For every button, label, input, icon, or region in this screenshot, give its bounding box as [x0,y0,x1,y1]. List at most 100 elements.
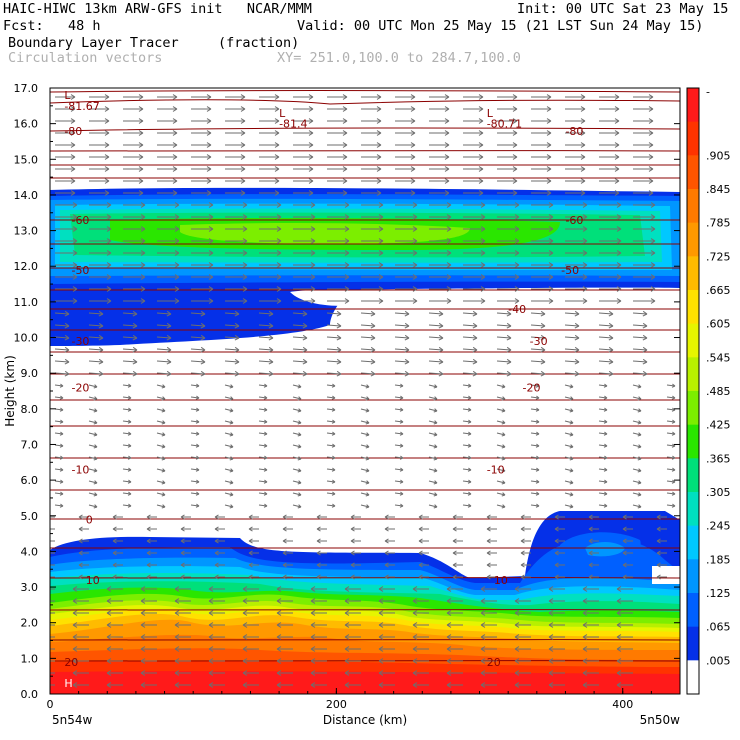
wind-vector [258,467,268,472]
wind-vector-head [72,214,78,218]
wind-vector-head [535,409,540,412]
wind-vector-shaft [496,372,512,375]
wind-vector [156,420,166,425]
low-marker: L [64,89,71,102]
wind-vector [326,334,342,341]
wind-vector-head [208,610,214,614]
wind-vector [242,682,259,688]
wind-vector-head [412,276,418,280]
wind-vector-head [208,586,214,590]
wind-vector [480,598,497,604]
wind-vector-head [514,252,520,256]
wind-vector-head [546,118,552,122]
wind-vector [599,214,622,220]
wind-vector-head [446,610,452,614]
wind-vector [633,190,654,196]
wind-vector-head [580,96,586,100]
wind-vector [191,154,212,160]
wind-vector-head [616,216,622,220]
wind-vector-head [214,564,219,568]
wind-vector-head [166,313,172,317]
wind-vector-head [418,528,423,532]
wind-vector [394,431,404,436]
wind-vector-head [370,322,376,327]
wind-vector [463,274,486,280]
wind-vector-head [540,373,546,377]
wind-vector-head [282,540,287,544]
wind-vector [395,202,418,208]
wind-vector-head [344,204,350,208]
wind-vector-head [650,264,656,268]
wind-vector-shaft [394,324,410,327]
wind-vector-head [656,526,661,530]
wind-vector-shaft [394,420,404,423]
wind-vector [564,334,580,341]
wind-vector-head [480,636,486,640]
wind-vector-shaft [530,372,546,375]
wind-vector [350,562,361,568]
wind-vector-head [480,262,486,266]
wind-vector-head [331,457,336,460]
wind-vector-shaft [88,444,98,448]
wind-vector-head [616,250,622,254]
wind-vector-head [350,550,355,554]
wind-vector [190,431,200,436]
wind-vector-head [378,262,384,266]
wind-vector-head [132,325,138,329]
wind-vector-shaft [496,420,506,424]
wind-vector-head [106,264,112,268]
wind-vector [463,226,486,232]
wind-vector-head [365,470,370,473]
wind-vector-head [616,276,622,280]
wind-vector [89,178,110,184]
wind-vector-shaft [360,504,370,508]
wind-vector-head [616,288,622,292]
wind-vector-head [316,526,321,530]
wind-vector [394,443,404,448]
wind-vector-head [140,646,146,650]
wind-vector [326,419,336,424]
wind-vector-head [106,228,112,232]
wind-vector-head [140,250,146,254]
wind-vector-head [478,142,484,146]
wind-vector-head [582,612,588,616]
wind-vector-head [418,526,423,530]
wind-vector-head [263,409,268,412]
wind-vector-head [648,180,654,184]
wind-vector-shaft [156,348,172,351]
wind-vector [588,574,599,580]
wind-vector-head [480,214,486,218]
wind-vector-head [240,190,246,194]
wind-vector-head [365,386,370,389]
wind-vector-shaft [462,324,478,327]
wind-vector-head [106,624,112,628]
wind-vector-head [480,204,486,208]
wind-vector-head [248,526,253,530]
wind-vector-head [132,370,138,375]
wind-vector-head [535,481,540,484]
wind-vector [258,322,274,329]
x-axis-label: Distance (km) [323,713,407,727]
wind-vector-head [671,421,676,424]
wind-vector [462,491,472,496]
wind-vector-shaft [428,456,438,460]
wind-vector [418,526,429,532]
wind-vector-head [206,190,212,194]
wind-vector-head [650,288,656,292]
wind-vector-shaft [598,492,608,495]
wind-vector-head [616,586,622,590]
wind-vector-shaft [462,408,472,411]
wind-vector-shaft [88,360,104,363]
wind-vector-head [384,528,389,532]
wind-vector [208,610,225,616]
wind-vector [242,622,259,628]
wind-vector [293,286,316,292]
wind-vector-head [412,238,418,242]
wind-vector-head [195,469,200,472]
wind-vector-head [70,132,76,136]
wind-vector-head [268,310,274,315]
wind-vector [520,538,531,544]
wind-vector [360,444,370,449]
wind-vector [146,514,157,520]
wind-vector-head [478,192,484,196]
